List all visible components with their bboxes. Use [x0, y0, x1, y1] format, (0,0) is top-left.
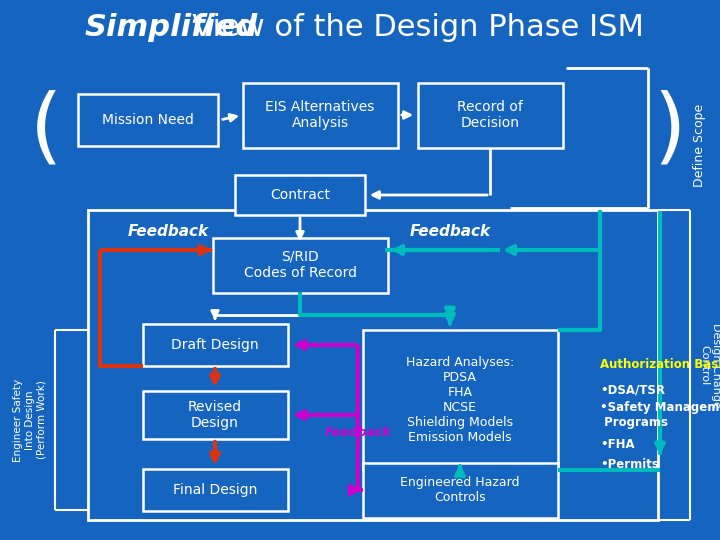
Text: Feedback: Feedback: [325, 426, 391, 438]
Text: •Permits: •Permits: [600, 458, 659, 471]
Text: View of the Design Phase ISM: View of the Design Phase ISM: [85, 14, 644, 43]
Text: •FHA: •FHA: [600, 438, 634, 451]
FancyBboxPatch shape: [235, 175, 365, 215]
FancyBboxPatch shape: [88, 210, 658, 520]
Text: Record of
Decision: Record of Decision: [457, 100, 523, 130]
Text: •DSA/TSR: •DSA/TSR: [600, 383, 665, 396]
Text: Engineer Safety
Into Design
(Perform Work): Engineer Safety Into Design (Perform Wor…: [14, 379, 47, 462]
Text: Engineered Hazard
Controls: Engineered Hazard Controls: [400, 476, 520, 504]
FancyBboxPatch shape: [143, 391, 287, 439]
FancyBboxPatch shape: [78, 94, 218, 146]
Text: ): ): [654, 90, 686, 171]
Text: Define Scope: Define Scope: [693, 103, 706, 187]
Text: Final Design: Final Design: [173, 483, 257, 497]
FancyBboxPatch shape: [243, 83, 397, 147]
Text: EIS Alternatives
Analysis: EIS Alternatives Analysis: [265, 100, 374, 130]
Text: Contract: Contract: [270, 188, 330, 202]
Text: Feedback: Feedback: [127, 225, 209, 240]
Text: S/RID
Codes of Record: S/RID Codes of Record: [243, 250, 356, 280]
Text: Feedback: Feedback: [410, 225, 490, 240]
FancyBboxPatch shape: [362, 330, 557, 470]
Text: •Safety Management
 Programs: •Safety Management Programs: [600, 401, 720, 429]
Text: (: (: [30, 90, 62, 171]
Text: Draft Design: Draft Design: [171, 338, 258, 352]
FancyBboxPatch shape: [418, 83, 562, 147]
FancyBboxPatch shape: [143, 324, 287, 366]
Text: Hazard Analyses:
PDSA
FHA
NCSE
Shielding Models
Emission Models: Hazard Analyses: PDSA FHA NCSE Shielding…: [406, 356, 514, 444]
Text: Revised
Design: Revised Design: [188, 400, 242, 430]
Text: Design Change
Control: Design Change Control: [699, 322, 720, 408]
FancyBboxPatch shape: [212, 238, 387, 293]
FancyBboxPatch shape: [362, 462, 557, 517]
Text: Authorization Basis: Authorization Basis: [600, 359, 720, 372]
FancyBboxPatch shape: [143, 469, 287, 511]
Text: Simplified: Simplified: [85, 14, 258, 43]
Text: Mission Need: Mission Need: [102, 113, 194, 127]
